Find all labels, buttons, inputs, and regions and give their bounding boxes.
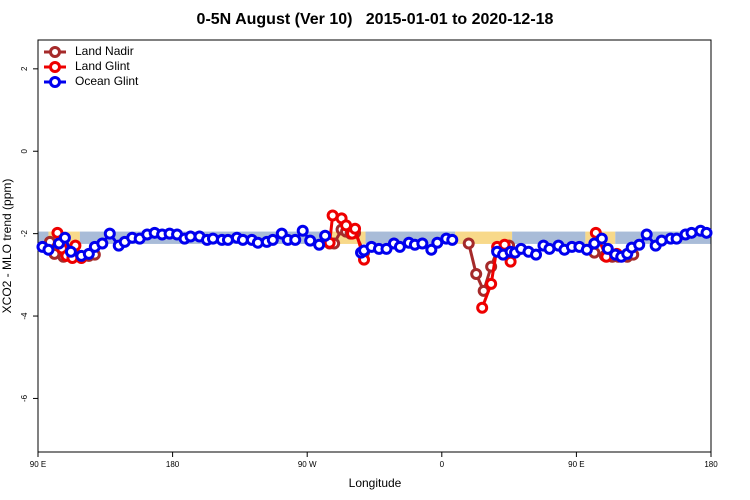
point	[380, 242, 393, 255]
point	[446, 233, 459, 246]
point	[103, 227, 116, 240]
x-axis-title: Longitude	[349, 476, 402, 490]
point	[289, 233, 302, 246]
point	[393, 240, 406, 253]
point	[530, 248, 543, 261]
point	[296, 224, 309, 237]
legend-marker	[49, 61, 61, 73]
y-axis-title: XCO2 - MLO trend (ppm)	[0, 179, 14, 314]
x-tick-label: 180	[704, 460, 718, 469]
point	[266, 233, 279, 246]
point	[64, 245, 77, 258]
point	[485, 277, 498, 290]
y-tick-label: 0	[20, 148, 29, 153]
chart-title: 0-5N August (Ver 10) 2015-01-01 to 2020-…	[197, 11, 554, 28]
point	[640, 228, 653, 241]
point	[470, 268, 483, 281]
point	[425, 243, 438, 256]
x-tick-label: 180	[166, 460, 180, 469]
point	[601, 242, 614, 255]
point	[82, 247, 95, 260]
point	[319, 229, 332, 242]
x-tick-label: 90 E	[568, 460, 584, 469]
band	[512, 231, 586, 244]
point	[304, 234, 317, 247]
point	[633, 238, 646, 251]
y-tick-label: -2	[20, 230, 29, 238]
legend-label: Land Glint	[75, 59, 130, 73]
point	[96, 237, 109, 250]
legend-label: Land Nadir	[75, 44, 134, 58]
point	[462, 237, 475, 250]
point	[580, 243, 593, 256]
legend-marker	[49, 76, 61, 88]
x-tick-label: 90 E	[30, 460, 46, 469]
point	[416, 237, 429, 250]
y-tick-label: 2	[20, 66, 29, 71]
point	[58, 231, 71, 244]
point	[595, 232, 608, 245]
point	[349, 222, 362, 235]
point	[42, 243, 55, 256]
point	[313, 238, 326, 251]
x-tick-label: 90 W	[298, 460, 317, 469]
legend-marker	[49, 46, 61, 58]
point	[431, 236, 444, 249]
point	[476, 301, 489, 314]
point	[670, 232, 683, 245]
y-tick-label: -6	[20, 394, 29, 402]
band	[38, 231, 49, 244]
y-tick-label: -4	[20, 312, 29, 320]
legend-label: Ocean Glint	[75, 74, 139, 88]
x-tick-label: 0	[440, 460, 445, 469]
point	[700, 226, 713, 239]
